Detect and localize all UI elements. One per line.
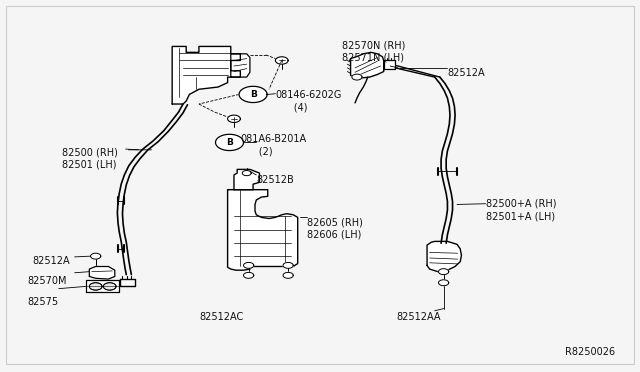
- Text: 82512A: 82512A: [32, 256, 70, 266]
- Text: 82512AC: 82512AC: [199, 311, 243, 321]
- Polygon shape: [228, 115, 241, 122]
- Text: 82575: 82575: [27, 297, 58, 307]
- Polygon shape: [283, 272, 293, 278]
- Polygon shape: [91, 253, 100, 259]
- Polygon shape: [352, 74, 362, 80]
- Text: 82500+A (RH)
82501+A (LH): 82500+A (RH) 82501+A (LH): [486, 199, 556, 221]
- Polygon shape: [283, 262, 293, 268]
- Polygon shape: [216, 134, 244, 151]
- Polygon shape: [90, 266, 115, 279]
- Polygon shape: [90, 283, 102, 290]
- Polygon shape: [234, 169, 259, 190]
- Text: R8250026: R8250026: [565, 347, 616, 357]
- Polygon shape: [86, 280, 119, 292]
- Text: 08146-6202G
      (4): 08146-6202G (4): [275, 90, 342, 112]
- Text: 82605 (RH)
82606 (LH): 82605 (RH) 82606 (LH): [307, 217, 363, 240]
- Text: 82500 (RH)
82501 (LH): 82500 (RH) 82501 (LH): [62, 147, 118, 170]
- Polygon shape: [243, 170, 251, 176]
- Text: 82570N (RH)
82571N (LH): 82570N (RH) 82571N (LH): [342, 40, 406, 62]
- Polygon shape: [275, 57, 288, 64]
- Text: 82512A: 82512A: [447, 68, 485, 78]
- Text: 82570M: 82570M: [27, 276, 67, 286]
- Polygon shape: [239, 86, 267, 103]
- Text: 081A6-B201A
      (2): 081A6-B201A (2): [241, 134, 307, 157]
- Polygon shape: [244, 262, 253, 268]
- Polygon shape: [244, 272, 253, 278]
- Polygon shape: [427, 241, 461, 272]
- Polygon shape: [438, 269, 449, 275]
- Polygon shape: [384, 60, 395, 68]
- Text: 82512B: 82512B: [256, 175, 294, 185]
- Polygon shape: [103, 283, 116, 290]
- Polygon shape: [438, 280, 449, 286]
- Text: B: B: [226, 138, 233, 147]
- Polygon shape: [228, 190, 298, 270]
- Polygon shape: [120, 279, 135, 286]
- Text: B: B: [250, 90, 257, 99]
- Polygon shape: [231, 54, 250, 77]
- Polygon shape: [172, 46, 241, 104]
- Text: 82512AA: 82512AA: [396, 311, 441, 321]
- Polygon shape: [351, 52, 384, 78]
